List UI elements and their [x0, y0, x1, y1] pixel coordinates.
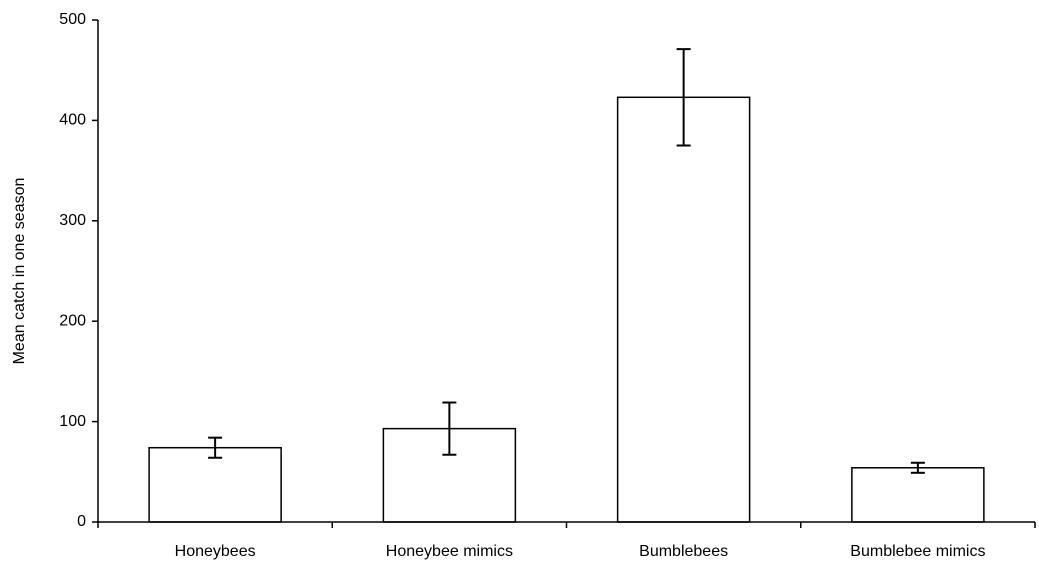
error-bar — [442, 401, 457, 456]
bar — [148, 446, 282, 523]
error-bar — [676, 48, 691, 147]
y-tick-label: 400 — [59, 112, 86, 129]
y-tick-label: 500 — [59, 11, 86, 28]
x-tick-label: Honeybees — [175, 543, 256, 560]
x-tick-label: Honeybee mimics — [386, 543, 513, 560]
error-bar — [910, 461, 925, 474]
y-tick-label: 0 — [77, 513, 86, 530]
bar — [851, 467, 985, 523]
bar — [616, 96, 751, 523]
y-tick-label: 300 — [59, 212, 86, 229]
x-tick-label: Bumblebee mimics — [850, 543, 985, 560]
y-axis-label: Mean catch in one season — [11, 178, 28, 365]
error-bar — [208, 436, 223, 459]
x-tick-label: Bumblebees — [639, 543, 728, 560]
y-tick-label: 100 — [59, 413, 86, 430]
y-tick-label: 200 — [59, 312, 86, 329]
